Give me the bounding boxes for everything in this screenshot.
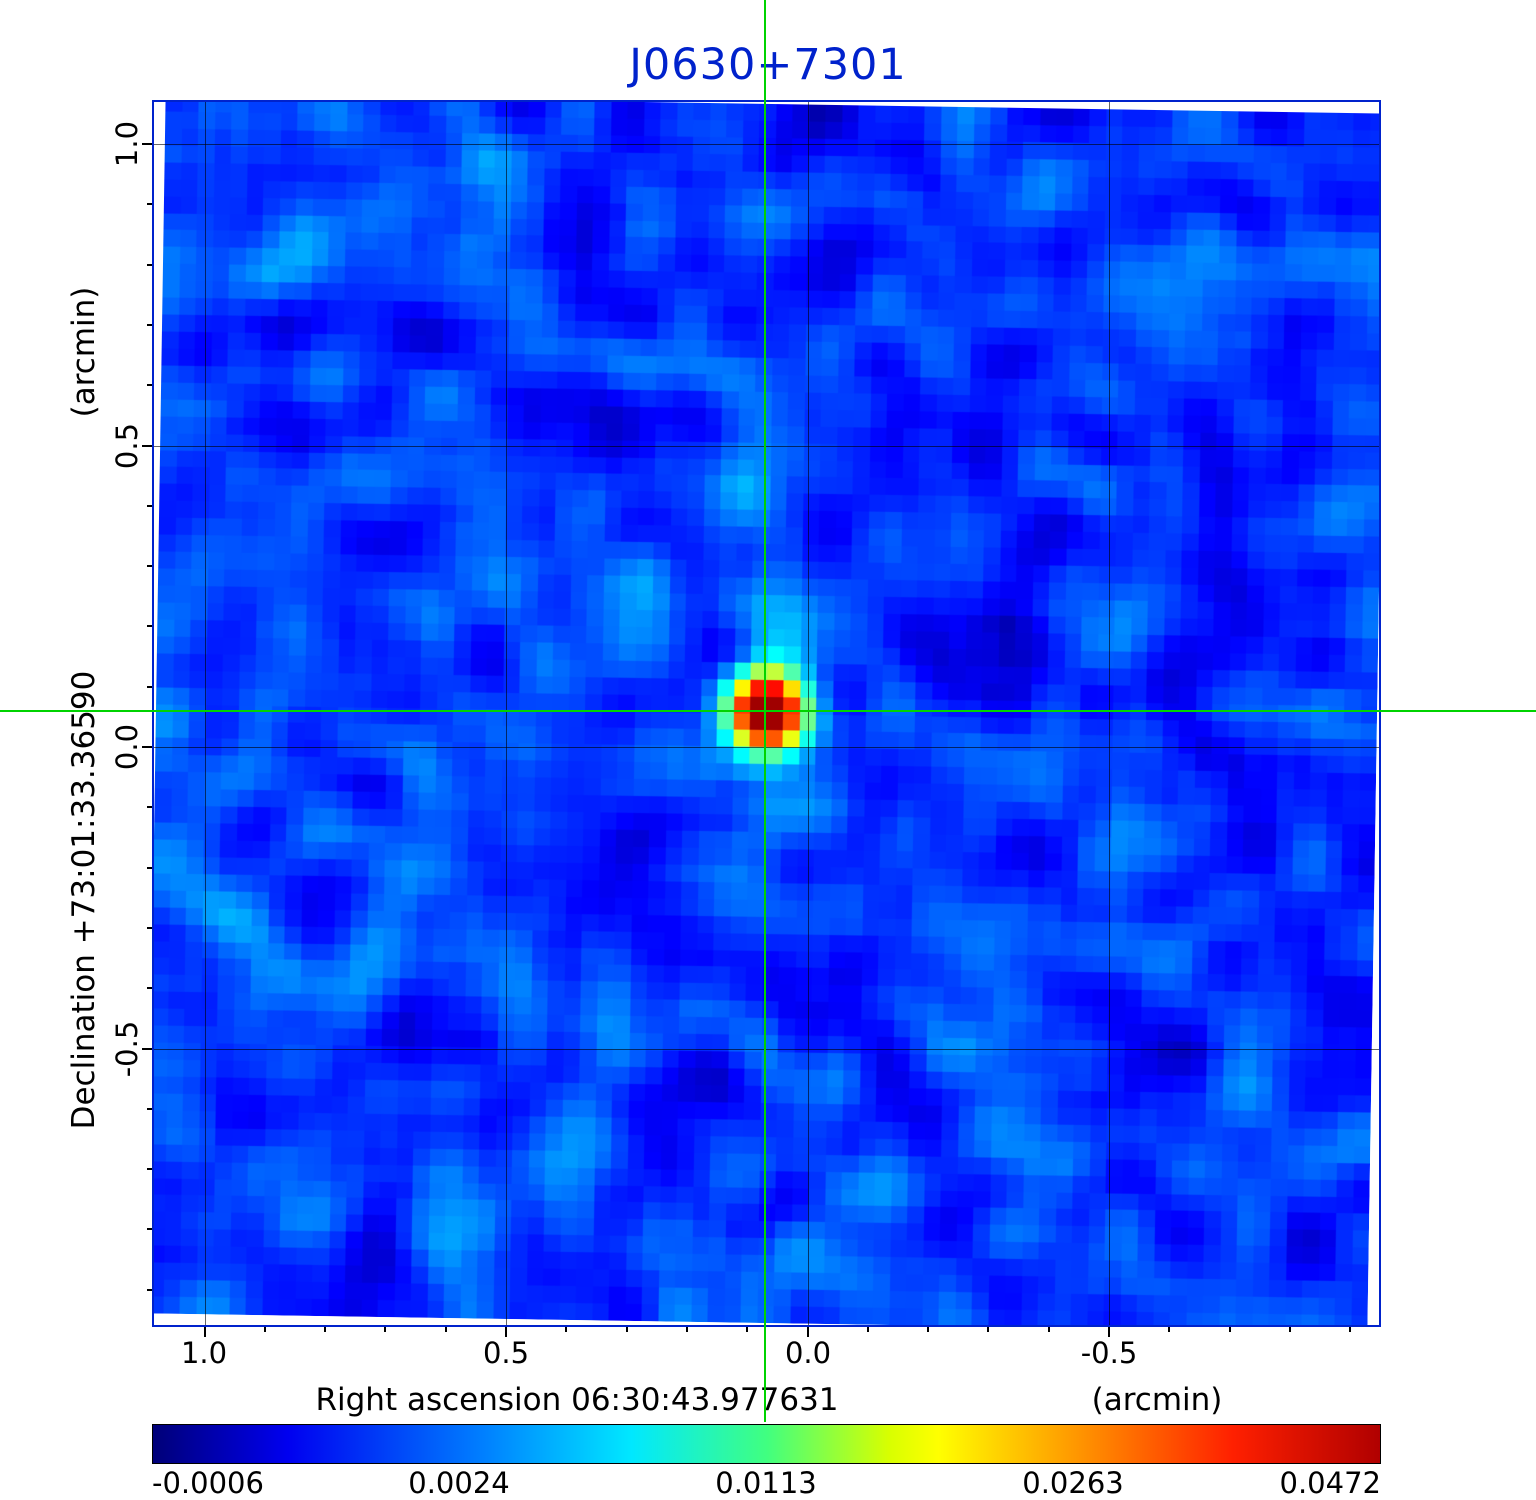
- grid-line-vertical: [204, 102, 206, 1325]
- x-axis-minor-tick: [625, 1327, 628, 1332]
- y-tick-label-4: -0.5: [110, 1020, 144, 1078]
- sky-intensity-map[interactable]: [154, 102, 1379, 1325]
- x-axis-major-tick: [806, 1327, 809, 1337]
- x-axis-minor-tick: [987, 1327, 990, 1332]
- x-axis-minor-tick: [685, 1327, 688, 1332]
- x-axis-minor-tick: [1349, 1327, 1352, 1332]
- x-axis-minor-tick: [1168, 1327, 1171, 1332]
- y-axis-minor-tick: [147, 1228, 152, 1231]
- x-axis-minor-tick: [1047, 1327, 1050, 1332]
- y-tick-label-1: 1.0: [110, 120, 144, 168]
- y-axis-minor-tick: [147, 625, 152, 628]
- grid-line-horizontal: [154, 445, 1379, 447]
- grid-line-horizontal: [154, 747, 1379, 748]
- y-tick-label-3: 0.0: [110, 723, 144, 771]
- x-axis-minor-tick: [927, 1327, 930, 1332]
- y-axis-minor-tick: [147, 987, 152, 990]
- y-axis-minor-tick: [147, 926, 152, 929]
- sky-image-rotation-wrap: [154, 102, 1379, 1325]
- sky-image-frame: [152, 100, 1381, 1327]
- colorbar-label-3: 0.0113: [715, 1466, 817, 1500]
- crosshair-horizontal-line: [0, 710, 1536, 712]
- x-axis-minor-tick: [866, 1327, 869, 1332]
- x-axis-title: Right ascension 06:30:43.977631: [315, 1382, 839, 1418]
- y-axis-minor-tick: [147, 1168, 152, 1171]
- y-axis-minor-tick: [147, 203, 152, 206]
- y-axis-minor-tick: [147, 1288, 152, 1291]
- y-axis-title: Declination +73:01:33.36590: [66, 670, 102, 1130]
- x-axis-minor-tick: [565, 1327, 568, 1332]
- x-axis-major-tick: [505, 1327, 507, 1337]
- colorbar-label-min: -0.0006: [152, 1466, 264, 1500]
- x-axis-minor-tick: [1228, 1327, 1231, 1332]
- x-axis-minor-tick: [1288, 1327, 1291, 1332]
- x-axis-minor-tick: [384, 1327, 387, 1332]
- x-axis-minor-tick: [324, 1327, 327, 1332]
- y-axis-minor-tick: [147, 866, 152, 869]
- colorbar-label-2: 0.0024: [408, 1466, 510, 1500]
- x-axis-major-tick: [1108, 1327, 1110, 1337]
- x-axis-minor-tick: [444, 1327, 447, 1332]
- y-axis-minor-tick: [147, 504, 152, 507]
- y-axis-major-tick: [142, 143, 152, 145]
- y-axis-minor-tick: [147, 1107, 152, 1110]
- colorbar-gradient: [152, 1424, 1381, 1464]
- grid-line-vertical: [1109, 102, 1110, 1325]
- x-tick-label-1: 1.0: [180, 1336, 228, 1370]
- grid-line-vertical: [807, 102, 809, 1325]
- grid-line-horizontal: [154, 144, 1379, 145]
- x-tick-label-3: 0.0: [784, 1336, 832, 1370]
- y-axis-minor-tick: [147, 384, 152, 387]
- x-tick-label-2: 0.5: [482, 1336, 530, 1370]
- grid-line-vertical: [506, 102, 507, 1325]
- y-axis-minor-tick: [147, 685, 152, 688]
- y-axis-minor-tick: [147, 263, 152, 266]
- y-tick-label-2: 0.5: [110, 422, 144, 470]
- grid-line-horizontal: [154, 1048, 1379, 1050]
- x-axis-major-tick: [203, 1327, 206, 1337]
- x-axis-minor-tick: [263, 1327, 266, 1332]
- x-tick-label-4: -0.5: [1080, 1336, 1138, 1370]
- y-axis-unit: (arcmin): [66, 286, 102, 418]
- colorbar-label-4: 0.0263: [1022, 1466, 1124, 1500]
- y-axis-minor-tick: [147, 565, 152, 568]
- y-axis-minor-tick: [147, 806, 152, 809]
- y-axis-minor-tick: [147, 323, 152, 326]
- colorbar-label-max: 0.0472: [1279, 1466, 1381, 1500]
- x-axis-unit: (arcmin): [1091, 1382, 1223, 1418]
- y-axis-major-tick: [142, 746, 152, 748]
- y-axis-major-tick: [142, 1047, 152, 1050]
- y-axis-major-tick: [142, 444, 152, 447]
- source-title: J0630+7301: [629, 40, 907, 90]
- x-axis-minor-tick: [746, 1327, 749, 1332]
